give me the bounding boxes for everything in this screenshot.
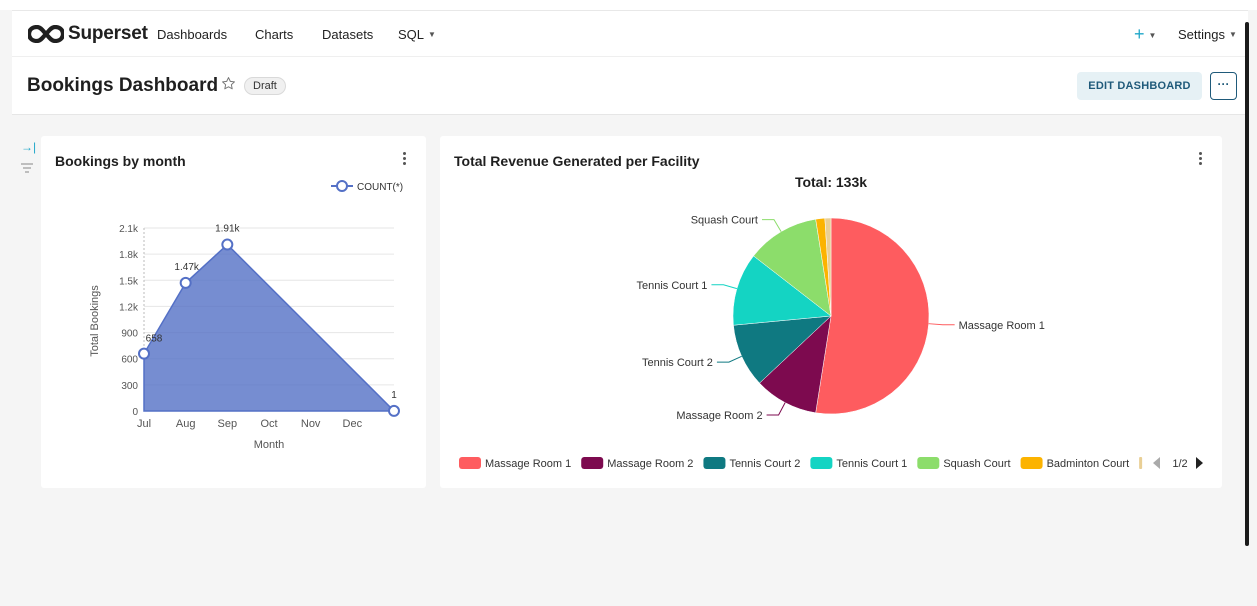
legend-prev-icon[interactable] xyxy=(1153,457,1160,469)
legend-label[interactable]: Squash Court xyxy=(943,458,1010,470)
legend-label[interactable]: Massage Room 2 xyxy=(607,458,693,470)
data-point[interactable] xyxy=(388,404,400,417)
legend-label[interactable]: Massage Room 1 xyxy=(485,458,571,470)
dashboard-header: Bookings Dashboard Draft EDIT DASHBOARD … xyxy=(12,57,1248,115)
legend-label[interactable]: Tennis Court 2 xyxy=(729,458,800,470)
pie-subtitle: Total: 133k xyxy=(795,174,867,190)
chart-title: Bookings by month xyxy=(55,153,186,169)
star-icon[interactable] xyxy=(221,76,236,91)
pie-label-line xyxy=(716,355,742,363)
y-tick-label: 900 xyxy=(121,329,138,340)
legend-swatch[interactable] xyxy=(917,457,940,469)
card-menu-icon[interactable] xyxy=(1199,152,1203,165)
expand-filters-icon[interactable]: →| xyxy=(21,140,37,154)
x-axis-label: Month xyxy=(254,439,285,451)
y-axis-label: Total Bookings xyxy=(89,285,101,357)
y-tick-label: 2.1k xyxy=(119,224,139,235)
chevron-down-icon: ▼ xyxy=(1228,30,1237,39)
data-point[interactable] xyxy=(221,238,234,251)
legend-swatch[interactable] xyxy=(1020,457,1043,469)
x-tick-label: Dec xyxy=(343,418,363,430)
status-badge[interactable]: Draft xyxy=(244,77,286,95)
pie-slice[interactable] xyxy=(815,217,930,415)
window-top-strip xyxy=(0,0,1257,10)
scrollbar[interactable] xyxy=(1245,22,1249,546)
chevron-down-icon: ▼ xyxy=(428,30,436,39)
navbar: Superset Dashboards Charts Datasets SQL ▼… xyxy=(12,10,1248,57)
card-menu-icon[interactable] xyxy=(403,152,407,165)
pie-slice[interactable] xyxy=(732,255,832,326)
y-tick-label: 1.8k xyxy=(119,250,139,261)
legend-swatch[interactable] xyxy=(810,457,833,469)
data-label: 1.91k xyxy=(215,224,240,235)
data-label: 1 xyxy=(391,390,397,401)
pie-slice-label: Tennis Court 1 xyxy=(637,280,708,292)
chart-title: Total Revenue Generated per Facility xyxy=(454,153,700,169)
data-point[interactable] xyxy=(138,347,150,360)
data-label: 1.47k xyxy=(174,262,199,273)
legend-swatch[interactable] xyxy=(703,457,726,469)
legend-swatch[interactable] xyxy=(581,457,604,469)
legend-swatch-partial xyxy=(1139,457,1143,469)
legend-label[interactable]: Tennis Court 1 xyxy=(836,458,907,470)
legend-page: 1/2 xyxy=(1172,458,1187,470)
pie-label-line xyxy=(761,219,782,232)
new-item-menu[interactable]: + ▼ xyxy=(1134,24,1156,45)
settings-menu[interactable]: Settings ▼ xyxy=(1178,27,1237,42)
x-tick-label: Sep xyxy=(218,418,238,430)
settings-label: Settings xyxy=(1178,27,1225,42)
data-point[interactable] xyxy=(179,276,192,289)
legend-label: COUNT(*) xyxy=(357,182,403,193)
x-tick-label: Oct xyxy=(260,418,277,430)
y-tick-label: 1.2k xyxy=(119,302,139,313)
pie-label-line xyxy=(766,402,786,416)
filter-icon[interactable] xyxy=(21,163,33,173)
superset-logo-icon xyxy=(28,25,64,43)
pie-chart: Total: 133k Massage Room 1 Massage Room 2… xyxy=(459,174,1203,470)
pie-slice-label: Tennis Court 2 xyxy=(642,357,713,369)
x-tick-label: Aug xyxy=(176,418,196,430)
chart-legend[interactable]: COUNT(*) xyxy=(331,180,403,193)
x-tick-label: Jul xyxy=(137,418,151,430)
pie-label-line xyxy=(928,323,955,326)
area-chart: COUNT(*) 0 300 600 900 1.2k 1.5k 1.8k 2.1k Jul A… xyxy=(89,180,403,451)
pie-slice-label: Massage Room 1 xyxy=(959,320,1045,332)
legend-next-icon[interactable] xyxy=(1196,457,1203,469)
pie-slice[interactable] xyxy=(824,217,832,317)
nav-datasets[interactable]: Datasets xyxy=(322,27,374,42)
more-options-button[interactable]: ··· xyxy=(1210,72,1237,100)
plus-icon: + xyxy=(1134,24,1145,44)
x-tick-label: Nov xyxy=(301,418,321,430)
superset-logo[interactable]: Superset xyxy=(28,23,148,45)
revenue-per-facility-card: Total Revenue Generated per Facility Tot… xyxy=(440,136,1222,488)
pie-slice-label: Squash Court xyxy=(691,215,758,227)
y-tick-label: 0 xyxy=(132,407,138,418)
brand-name: Superset xyxy=(68,23,148,44)
data-label: 658 xyxy=(146,334,163,345)
legend-label[interactable]: Badminton Court xyxy=(1047,458,1130,470)
nav-sql-label: SQL xyxy=(398,27,425,42)
pie-slice-label: Massage Room 2 xyxy=(676,410,762,422)
nav-charts[interactable]: Charts xyxy=(255,27,294,42)
chevron-down-icon: ▼ xyxy=(1148,31,1157,40)
nav-dashboards[interactable]: Dashboards xyxy=(157,27,228,42)
edit-dashboard-button[interactable]: EDIT DASHBOARD xyxy=(1077,72,1202,100)
pie-slice[interactable] xyxy=(753,218,832,317)
bookings-by-month-card: Bookings by month COUNT(*) 0 300 600 900 1.2… xyxy=(41,136,426,488)
y-tick-label: 300 xyxy=(121,381,138,392)
y-tick-label: 1.5k xyxy=(119,276,139,287)
page-title[interactable]: Bookings Dashboard xyxy=(27,75,219,96)
legend-swatch[interactable] xyxy=(459,457,481,469)
y-tick-label: 600 xyxy=(121,355,138,366)
nav-sql[interactable]: SQL ▼ xyxy=(398,27,436,42)
pie-label-line xyxy=(711,284,738,290)
